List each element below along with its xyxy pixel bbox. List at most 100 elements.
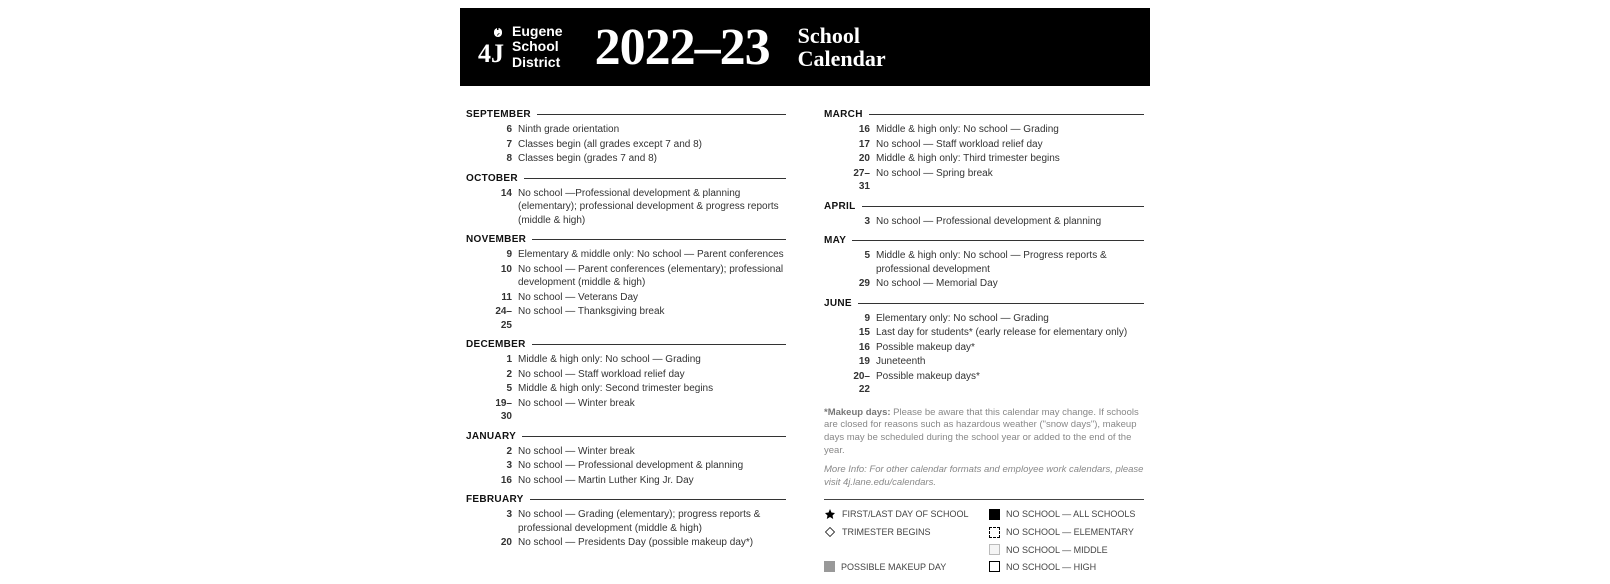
- event-row: 24–25No school — Thanksgiving break: [466, 305, 786, 332]
- legend-item: TRIMESTER BEGINS: [824, 526, 979, 538]
- month-block: SEPTEMBER6Ninth grade orientation7Classe…: [466, 109, 786, 166]
- month-rule: [532, 344, 786, 345]
- event-date: 8: [486, 152, 518, 166]
- month-heading: JUNE: [824, 298, 1144, 309]
- event-date: 11: [486, 291, 518, 305]
- month-block: JUNE 9Elementary only: No school — Gradin…: [824, 298, 1144, 397]
- svg-text:4J: 4J: [478, 39, 504, 67]
- event-desc: No school — Staff workload relief day: [518, 368, 786, 382]
- month-block: DECEMBER1Middle & high only: No school —…: [466, 339, 786, 424]
- event-date: 19: [844, 355, 876, 369]
- event-desc: No school — Spring break: [876, 167, 1144, 194]
- footnote-makeup-label: *Makeup days:: [824, 407, 891, 418]
- calendar-content: SEPTEMBER6Ninth grade orientation7Classe…: [460, 86, 1150, 582]
- event-desc: Middle & high only: No school — Grading: [518, 353, 786, 367]
- event-desc: No school —Professional development & pl…: [518, 187, 786, 228]
- month-block: NOVEMBER 9Elementary & middle only: No sc…: [466, 234, 786, 332]
- event-date: 5: [486, 382, 518, 396]
- event-date: 20: [844, 152, 876, 166]
- district-line3: District: [512, 55, 563, 70]
- district-line1: Eugene: [512, 24, 563, 39]
- legend-trimester: TRIMESTER BEGINS: [842, 527, 931, 537]
- event-row: 3No school — Grading (elementary); progr…: [466, 508, 786, 535]
- event-row: 16No school — Martin Luther King Jr. Day: [466, 474, 786, 488]
- event-row: 9Elementary & middle only: No school — P…: [466, 248, 786, 262]
- month-name: OCTOBER: [466, 173, 518, 184]
- month-name: JANUARY: [466, 431, 516, 442]
- legend: FIRST/LAST DAY OF SCHOOL NO SCHOOL — ALL …: [824, 499, 1144, 572]
- month-name: MARCH: [824, 109, 863, 120]
- event-row: 2No school — Staff workload relief day: [466, 368, 786, 382]
- gray-square-icon: [824, 561, 835, 572]
- event-row: 5Middle & high only: Second trimester be…: [466, 382, 786, 396]
- month-rule: [522, 436, 786, 437]
- month-rule: [869, 114, 1144, 115]
- event-row: 27–31No school — Spring break: [824, 167, 1144, 194]
- legend-item: NO SCHOOL — HIGH: [989, 561, 1144, 572]
- month-block: MAY 5Middle & high only: No school — Prog…: [824, 235, 1144, 291]
- month-name: NOVEMBER: [466, 234, 526, 245]
- dashed-square-icon: [989, 527, 1000, 538]
- event-desc: Classes begin (grades 7 and 8): [518, 152, 786, 166]
- month-name: APRIL: [824, 201, 856, 212]
- event-row: 6Ninth grade orientation: [466, 123, 786, 137]
- event-date: 16: [844, 341, 876, 355]
- district-4j-logo-icon: 4J: [478, 27, 506, 67]
- event-desc: Possible makeup days*: [876, 370, 1144, 397]
- event-desc: No school — Thanksgiving break: [518, 305, 786, 332]
- month-block: FEBRUARY 3No school — Grading (elementary…: [466, 494, 786, 550]
- month-heading: OCTOBER: [466, 173, 786, 184]
- event-desc: Middle & high only: No school — Grading: [876, 123, 1144, 137]
- legend-no-school-middle: NO SCHOOL — MIDDLE: [1006, 545, 1108, 555]
- month-name: FEBRUARY: [466, 494, 524, 505]
- outline-square-icon: [989, 561, 1000, 572]
- event-row: 2No school — Winter break: [466, 445, 786, 459]
- legend-item: POSSIBLE MAKEUP DAY: [824, 561, 979, 572]
- month-name: JUNE: [824, 298, 852, 309]
- month-rule: [532, 239, 786, 240]
- event-date: 5: [844, 249, 876, 276]
- legend-item: NO SCHOOL — ELEMENTARY: [989, 526, 1144, 538]
- event-desc: Juneteenth: [876, 355, 1144, 369]
- month-rule: [852, 240, 1144, 241]
- month-rule: [530, 499, 786, 500]
- month-rule: [862, 206, 1145, 207]
- event-row: 3No school — Professional development & …: [824, 215, 1144, 229]
- footnotes: *Makeup days: Please be aware that this …: [824, 407, 1144, 490]
- event-row: 16Middle & high only: No school — Gradin…: [824, 123, 1144, 137]
- legend-no-school-elem: NO SCHOOL — ELEMENTARY: [1006, 527, 1134, 537]
- event-date: 17: [844, 138, 876, 152]
- event-desc: No school — Presidents Day (possible mak…: [518, 536, 786, 550]
- event-desc: Elementary only: No school — Grading: [876, 312, 1144, 326]
- event-desc: Middle & high only: No school — Progress…: [876, 249, 1144, 276]
- light-square-icon: [989, 544, 1000, 555]
- event-row: 20–22Possible makeup days*: [824, 370, 1144, 397]
- event-row: 17No school — Staff workload relief day: [824, 138, 1144, 152]
- month-block: MARCH 16Middle & high only: No school — G…: [824, 109, 1144, 194]
- event-row: 10No school — Parent conferences (elemen…: [466, 263, 786, 290]
- event-row: 14No school —Professional development & …: [466, 187, 786, 228]
- event-row: 19Juneteenth: [824, 355, 1144, 369]
- event-desc: Middle & high only: Third trimester begi…: [876, 152, 1144, 166]
- event-date: 6: [486, 123, 518, 137]
- left-column: SEPTEMBER6Ninth grade orientation7Classe…: [466, 102, 786, 572]
- event-desc: No school — Memorial Day: [876, 277, 1144, 291]
- month-block: OCTOBER 14No school —Professional develop…: [466, 173, 786, 228]
- event-date: 16: [844, 123, 876, 137]
- legend-item: NO SCHOOL — MIDDLE: [989, 544, 1144, 555]
- event-row: 11No school — Veterans Day: [466, 291, 786, 305]
- event-row: 9Elementary only: No school — Grading: [824, 312, 1144, 326]
- event-desc: No school — Staff workload relief day: [876, 138, 1144, 152]
- calendar-document: 4J Eugene School District 2022–23 School…: [460, 8, 1150, 582]
- month-name: MAY: [824, 235, 846, 246]
- month-rule: [537, 114, 786, 115]
- month-name: DECEMBER: [466, 339, 526, 350]
- event-desc: Middle & high only: Second trimester beg…: [518, 382, 786, 396]
- event-date: 15: [844, 326, 876, 340]
- event-date: 7: [486, 138, 518, 152]
- month-heading: APRIL: [824, 201, 1144, 212]
- month-heading: NOVEMBER: [466, 234, 786, 245]
- legend-no-school-all: NO SCHOOL — ALL SCHOOLS: [1006, 509, 1135, 519]
- legend-first-last: FIRST/LAST DAY OF SCHOOL: [842, 509, 969, 519]
- event-row: 29No school — Memorial Day: [824, 277, 1144, 291]
